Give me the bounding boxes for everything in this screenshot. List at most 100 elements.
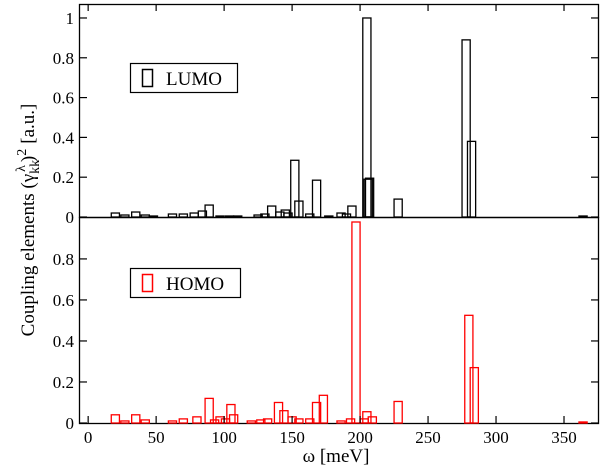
homo-legend-label: HOMO: [166, 274, 224, 295]
lumo-bar: [140, 214, 150, 218]
x-tick-label: 50: [148, 428, 165, 447]
homo-bar: [246, 420, 257, 424]
y-tick-label: 0: [66, 414, 75, 433]
homo-bar: [178, 418, 189, 424]
y-tick-label: 0.8: [53, 250, 74, 269]
y-axis-title-power: 2: [15, 149, 30, 156]
y-tick-label: 0.2: [53, 373, 74, 392]
top-y-ticks: 0 0.2 0.4 0.6 0.8 1: [53, 9, 598, 227]
lumo-bars: [110, 17, 588, 218]
lumo-bar: [110, 212, 121, 218]
lumo-bar: [232, 215, 243, 218]
lumo-bar: [324, 215, 334, 218]
x-ticks: 0 50 100 150 200 250 300 350: [84, 4, 577, 447]
y-axis-title: Coupling elements (γkkλ)2 [a.u.]: [14, 104, 43, 337]
lumo-bar: [260, 213, 270, 218]
lumo-legend: LUMO: [129, 62, 239, 94]
homo-legend: HOMO: [129, 267, 242, 299]
homo-bar: [345, 418, 356, 424]
lumo-bar: [204, 204, 214, 218]
homo-bar: [110, 414, 121, 424]
y-tick-label: 0.4: [53, 332, 75, 351]
lumo-legend-label: LUMO: [166, 69, 222, 90]
x-tick-label: 200: [347, 428, 373, 447]
lumo-bar: [466, 140, 477, 218]
y-axis-title-main: Coupling elements (γ: [18, 174, 39, 336]
y-axis-title-close: ): [18, 156, 39, 162]
homo-bar: [262, 418, 273, 424]
lumo-bar: [275, 211, 285, 218]
homo-bar: [120, 420, 130, 424]
bottom-y-ticks: 0 0.2 0.4 0.6 0.8: [53, 250, 598, 433]
homo-bar: [469, 366, 480, 424]
homo-bar: [294, 418, 304, 424]
lumo-bar: [341, 213, 352, 218]
homo-bar: [305, 418, 315, 424]
x-tick-label: 300: [483, 428, 509, 447]
lumo-bar: [215, 215, 225, 218]
lumo-bar: [305, 213, 315, 218]
x-tick-label: 100: [211, 428, 237, 447]
bottom-panel-frame: [78, 216, 600, 425]
homo-bar: [393, 400, 403, 424]
homo-bar: [192, 416, 202, 424]
x-tick-label: 250: [415, 428, 441, 447]
lumo-bar: [167, 213, 178, 218]
homo-bar: [336, 420, 346, 424]
homo-bar: [367, 416, 378, 424]
lumo-bar: [393, 198, 403, 218]
lumo-bar: [148, 215, 159, 218]
lumo-bar: [364, 177, 375, 218]
homo-bar: [464, 314, 474, 424]
homo-bars: [110, 221, 588, 424]
lumo-legend-swatch: [141, 68, 154, 88]
lumo-bar: [347, 205, 357, 218]
y-tick-label: 0.6: [53, 291, 74, 310]
y-axis-title-sub: kk: [28, 160, 43, 174]
homo-bar: [273, 401, 284, 424]
y-tick-label: 0.6: [53, 89, 74, 108]
lumo-bar: [253, 214, 263, 218]
y-tick-label: 0.8: [53, 49, 74, 68]
lumo-bar: [336, 212, 346, 218]
lumo-legend-box: [129, 62, 239, 94]
homo-bar: [209, 419, 220, 424]
homo-bar: [318, 394, 329, 424]
homo-legend-swatch: [141, 273, 154, 293]
y-tick-label: 0: [66, 208, 75, 227]
x-tick-label: 350: [551, 428, 577, 447]
lumo-bar: [178, 213, 189, 218]
lumo-bar: [224, 215, 235, 218]
lumo-bar: [461, 39, 471, 218]
homo-bar: [578, 421, 588, 424]
y-tick-label: 1: [66, 9, 75, 28]
lumo-bar: [131, 211, 141, 218]
x-tick-label: 0: [84, 428, 93, 447]
lumo-bar: [197, 210, 208, 218]
lumo-bar: [294, 200, 304, 218]
lumo-bar: [283, 212, 293, 218]
y-axis-title-unit: [a.u.]: [18, 104, 39, 144]
homo-bar: [279, 410, 289, 424]
x-axis-title: ω [meV]: [303, 446, 370, 467]
homo-bar: [228, 414, 239, 424]
homo-bar: [351, 221, 361, 424]
lumo-bar: [189, 212, 199, 218]
homo-bar: [226, 403, 236, 424]
y-axis-title-sup: λ: [14, 165, 29, 172]
homo-bar: [167, 420, 178, 424]
homo-legend-box: [129, 267, 242, 299]
homo-bar: [204, 397, 214, 424]
x-tick-label: 150: [279, 428, 305, 447]
y-tick-label: 0.4: [53, 128, 75, 147]
homo-bar: [311, 401, 322, 424]
lumo-bar: [120, 214, 130, 218]
homo-bar: [256, 419, 266, 424]
top-panel-frame: [78, 3, 600, 219]
lumo-bar: [311, 179, 322, 218]
homo-bar: [131, 414, 141, 424]
y-tick-label: 0.2: [53, 168, 74, 187]
homo-bar: [140, 419, 150, 424]
lumo-bar: [578, 215, 588, 218]
